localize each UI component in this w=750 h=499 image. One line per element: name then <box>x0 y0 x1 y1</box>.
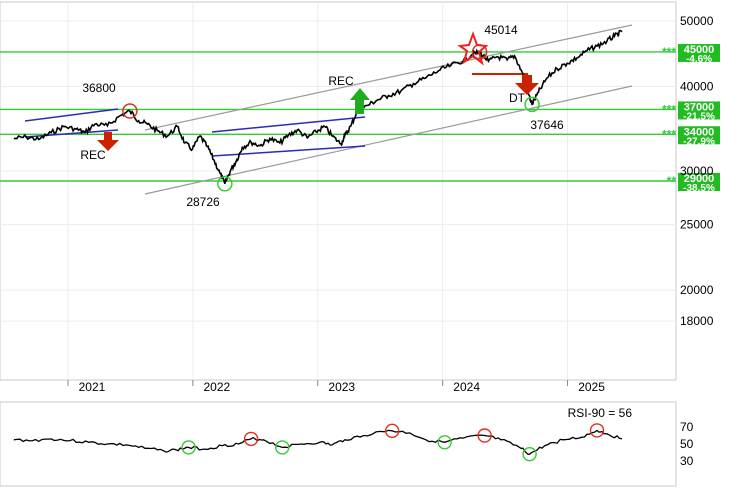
trough-circle <box>217 176 233 192</box>
rsi-label: RSI-90 = 56 <box>568 406 633 420</box>
level-value: 37000 <box>684 101 715 113</box>
annotation-label: 28726 <box>186 195 220 209</box>
rsi-signal-circle <box>589 423 605 438</box>
level-change: -21.5% <box>683 111 715 122</box>
x-tick-label: 2024 <box>453 380 480 394</box>
trend-upper-2022 <box>211 116 366 133</box>
down-arrow-icon <box>515 75 539 95</box>
signal-marks: 36800 REC 28726 REC 45014 DT 37646 <box>80 23 564 209</box>
annotation-label: 45014 <box>484 23 518 37</box>
y-tick-label: 50000 <box>680 14 714 28</box>
annotation-label: REC <box>328 74 354 88</box>
x-tick-label: 2023 <box>328 380 355 394</box>
y-tick-label: 30000 <box>680 164 714 178</box>
rsi-tick-label: 70 <box>680 420 694 434</box>
trend-lower-2022 <box>211 145 366 157</box>
level-change: -4.6% <box>686 54 712 65</box>
rsi-signal-circle <box>477 428 492 443</box>
rsi-signal-circle <box>243 431 259 447</box>
level-value: 29000 <box>684 173 715 185</box>
annotation-label: 37646 <box>530 118 564 132</box>
rsi-signal-circle <box>522 447 537 462</box>
y-tick-label: 20000 <box>680 283 714 297</box>
level-box <box>678 43 720 62</box>
y-tick-label: 25000 <box>680 218 714 232</box>
main-panel-frame <box>0 1 677 381</box>
level-stars: *** <box>662 127 676 141</box>
support-resistance-levels: 45000-4.6% *** 37000-21.5% *** 34000-27.9% **… <box>0 43 720 194</box>
rsi-tick-label: 50 <box>680 437 694 451</box>
y-tick-label: 18000 <box>680 314 714 328</box>
annotation-label: REC <box>80 148 106 162</box>
rsi-signal-circle <box>384 423 400 439</box>
trend-lower-2021 <box>24 129 119 138</box>
rsi-signal-circle <box>275 440 290 455</box>
level-stars: *** <box>662 102 676 116</box>
annotation-label: 36800 <box>82 81 116 95</box>
x-tick-label: 2025 <box>578 380 605 394</box>
level-box <box>678 126 720 145</box>
level-value: 45000 <box>684 44 715 56</box>
x-tick-label: 2022 <box>204 380 231 394</box>
level-box <box>678 173 720 191</box>
grid <box>0 2 676 380</box>
y-tick-label: 40000 <box>680 80 714 94</box>
level-change: -38.5% <box>683 183 715 194</box>
channel-upper <box>144 24 633 131</box>
rsi-signal-circle <box>437 435 452 450</box>
rsi-panel: 70 50 30 RSI-90 = 56 <box>13 406 694 468</box>
channel-lower <box>144 85 633 195</box>
level-change: -27.9% <box>683 136 715 147</box>
rsi-panel-frame <box>0 401 677 487</box>
x-tick-label: 2021 <box>79 380 106 394</box>
x-axis: 2021 2022 2023 2024 2025 <box>67 380 605 394</box>
trough-circle <box>524 96 540 113</box>
down-arrow-icon <box>97 132 119 151</box>
rsi-tick-label: 30 <box>680 454 694 468</box>
level-value: 34000 <box>684 126 715 138</box>
trend-upper-2021 <box>24 108 119 122</box>
rsi-line <box>13 429 623 455</box>
rsi-signal-circle <box>181 440 196 455</box>
level-stars: ** <box>667 174 677 188</box>
up-arrow-icon <box>350 88 370 114</box>
peak-circle <box>122 103 138 119</box>
channel-lines <box>24 24 633 195</box>
sell-star-icon <box>457 31 489 66</box>
annotation-label: DT <box>509 91 526 105</box>
level-stars: *** <box>662 45 676 59</box>
y-axis: 50000 40000 30000 25000 20000 18000 <box>680 14 714 328</box>
level-box <box>678 101 720 120</box>
